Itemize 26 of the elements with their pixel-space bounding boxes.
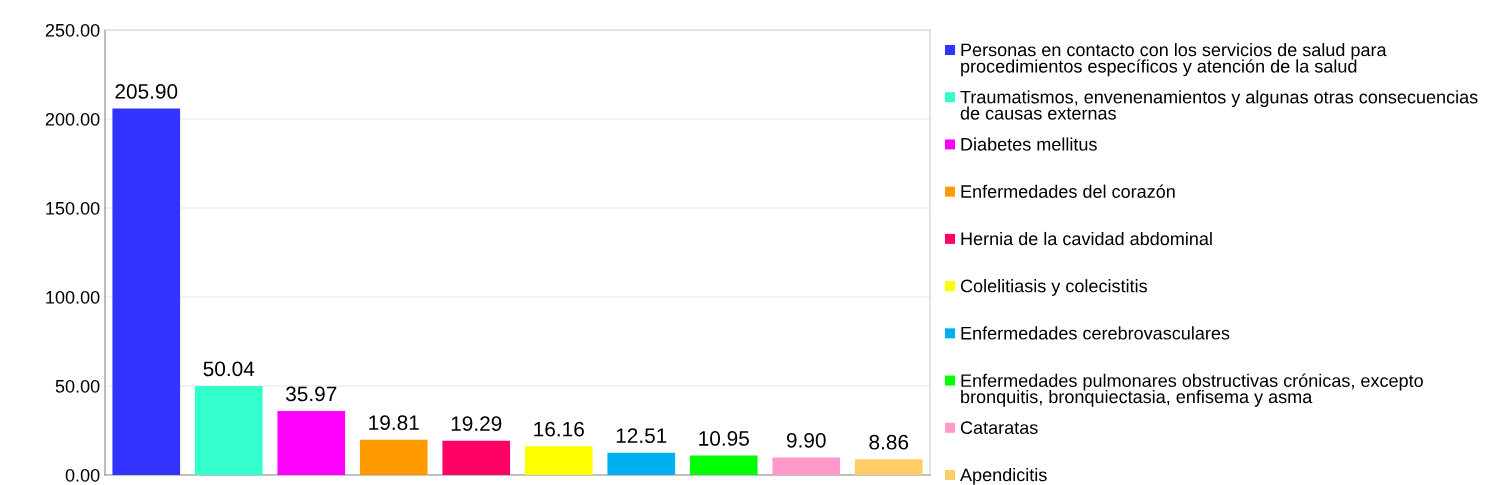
y-tick-label: 0.00 (65, 468, 100, 482)
y-tick-label: 150.00 (46, 201, 100, 215)
legend-label: Traumatismos, envenenamientos y algunas otras consecuencias de causas externas (960, 90, 1478, 120)
y-tick-label: 200.00 (45, 112, 100, 126)
data-label: 19.29 (451, 416, 502, 431)
y-tick-label: 50.00 (55, 379, 100, 393)
data-label: 205.90 (115, 84, 178, 99)
legend-label: Colelitiasis y colecistitis (960, 279, 1147, 296)
legend-label: Diabetes mellitus (961, 137, 1097, 151)
legend-label: Cataratas (960, 421, 1038, 435)
legend-label: Hernia de la cavidad abdominal (961, 231, 1212, 246)
data-label: 16.16 (534, 421, 584, 437)
data-label: 9.90 (786, 432, 826, 448)
data-label: 50.04 (203, 361, 255, 377)
data-label: 8.86 (869, 434, 909, 450)
data-label: 35.97 (285, 386, 337, 402)
legend-label: Apendicitis (960, 468, 1047, 485)
data-label: 12.51 (616, 428, 667, 444)
data-label: 10.95 (699, 431, 749, 446)
legend-label: Enfermedades pulmonares obstructivas crónicas, excepto bronquitis, bronquiectasia, enfisema y asma (961, 373, 1423, 407)
legend-label: Personas en contacto con los servicios de salud para procedimientos específicos y atención de la salud (961, 43, 1387, 77)
legend-label: Enfermedades del corazón (961, 184, 1175, 198)
data-label: 19.81 (369, 415, 419, 431)
y-tick-label: 100.00 (46, 290, 100, 304)
legend-label: Enfermedades cerebrovasculares (961, 326, 1230, 340)
y-tick-label: 250.00 (45, 23, 100, 37)
